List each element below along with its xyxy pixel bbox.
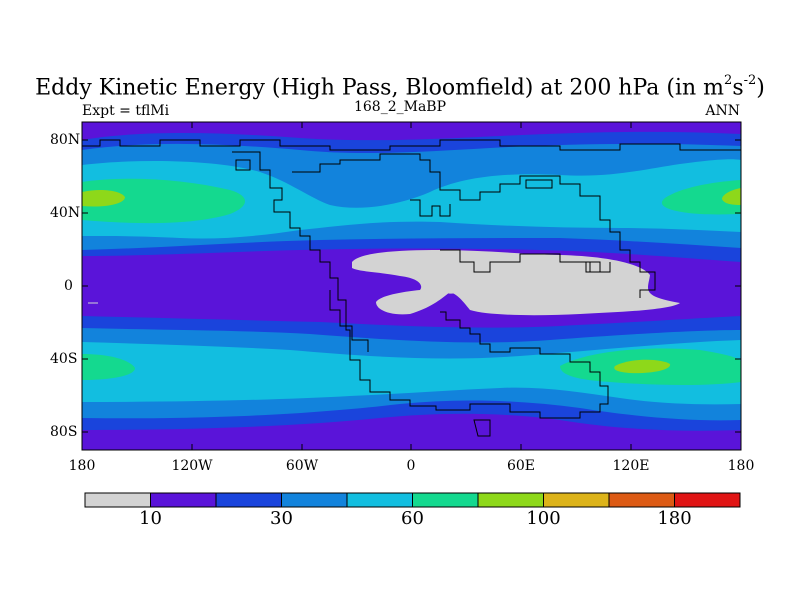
contour-band-grey-tropics	[352, 250, 680, 316]
experiment-label: Expt = tflMi	[82, 103, 170, 119]
colorbar-swatch	[84, 492, 151, 508]
coastline-island-2	[235, 159, 251, 171]
x-tick-label: 60W	[285, 458, 319, 474]
coastline-island-3	[525, 179, 553, 189]
y-tick-label: 40S	[50, 351, 78, 367]
x-tick-label: 60E	[506, 458, 536, 474]
x-tick-label: 0	[406, 458, 416, 474]
colorbar-swatch	[150, 492, 217, 508]
colorbar-swatch	[477, 492, 544, 508]
contour-band-green-south-west	[82, 354, 135, 380]
colorbar-swatch	[412, 492, 479, 508]
y-tick-label: 80N	[50, 132, 81, 148]
coastline-inner	[410, 199, 451, 217]
x-tick-label: 120E	[612, 458, 650, 474]
colorbar-swatch	[215, 492, 282, 508]
case-label: 168_2_MaBP	[353, 99, 447, 115]
coastline-north-border	[82, 139, 741, 151]
colorbar-label: 100	[526, 508, 561, 529]
coastline-africa	[440, 249, 611, 273]
colorbar-swatch	[608, 492, 675, 508]
y-tick-label: 40N	[50, 205, 81, 221]
x-tick-label: 180	[68, 458, 96, 474]
y-tick-label: 80S	[50, 424, 78, 440]
coastline-island-4	[585, 261, 601, 273]
contour-band-green-north-east	[661, 180, 741, 215]
contour-band-cyan-north	[82, 159, 741, 239]
coastline-continent	[232, 151, 609, 419]
x-tick-label: 180	[727, 458, 755, 474]
x-tick-label: 120W	[171, 458, 213, 474]
colorbar-swatch	[674, 492, 741, 508]
tick-marks	[81, 122, 742, 450]
colorbar-label: 180	[657, 508, 692, 529]
colorbar-label: 10	[139, 508, 162, 529]
colorbar-swatch	[281, 492, 348, 508]
colorbar	[84, 492, 741, 508]
contour-band-grey-tropics-dot	[440, 283, 462, 294]
coastline-island-1	[473, 419, 491, 437]
colorbar-label: 30	[270, 508, 293, 529]
contour-band-yellow-north-east	[722, 188, 741, 205]
contour-band-cyan-south	[82, 340, 741, 405]
contour-band-yellow-north	[82, 189, 125, 207]
contour-field	[82, 122, 741, 450]
colorbar-swatch	[346, 492, 413, 508]
coastline-south	[329, 290, 369, 352]
contour-band-green-north	[82, 178, 245, 224]
coastlines	[82, 139, 741, 437]
colorbar-label: 60	[401, 508, 424, 529]
contour-band-yellow-south	[614, 359, 671, 374]
map-title: Eddy Kinetic Energy (High Pass, Bloomfie…	[35, 73, 765, 101]
colorbar-swatch	[543, 492, 610, 508]
coastline-east	[292, 153, 656, 298]
y-tick-label: 0	[64, 278, 73, 294]
season-label: ANN	[705, 103, 740, 119]
